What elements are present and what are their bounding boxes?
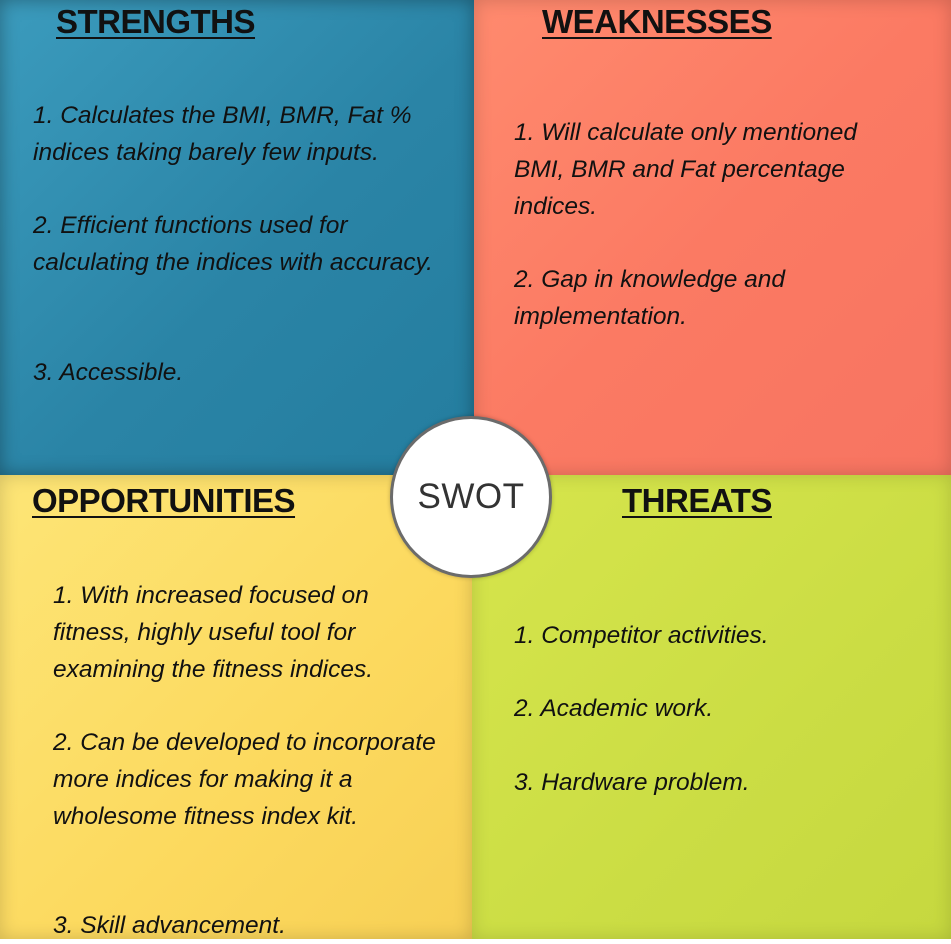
weaknesses-item-1: 1. Will calculate only mentioned BMI, BM… bbox=[514, 119, 857, 220]
threats-item-2: 2. Academic work. bbox=[514, 695, 714, 722]
opportunities-item-2: 2. Can be developed to incorporate more … bbox=[53, 729, 436, 830]
weaknesses-quadrant bbox=[474, 0, 951, 475]
opportunities-quadrant bbox=[0, 475, 472, 939]
opportunities-heading: OPPORTUNITIES bbox=[32, 482, 296, 519]
swot-center-label: SWOT bbox=[417, 477, 525, 516]
strengths-item-1: 1. Calculates the BMI, BMR, Fat % indice… bbox=[33, 102, 412, 166]
strengths-item-3: 3. Accessible. bbox=[33, 359, 184, 386]
weaknesses-heading: WEAKNESSES bbox=[542, 3, 772, 40]
swot-center-circle: SWOT bbox=[390, 416, 552, 578]
strengths-item-2: 2. Efficient functions used for calculat… bbox=[33, 212, 433, 276]
threats-heading: THREATS bbox=[622, 482, 772, 519]
weaknesses-item-2: 2. Gap in knowledge and implementation. bbox=[514, 266, 786, 330]
opportunities-item-1: 1. With increased focused on fitness, hi… bbox=[53, 582, 374, 683]
strengths-quadrant bbox=[0, 0, 474, 475]
threats-quadrant bbox=[472, 475, 951, 939]
threats-item-1: 1. Competitor activities. bbox=[514, 622, 769, 649]
strengths-heading: STRENGTHS bbox=[56, 3, 256, 40]
opportunities-item-3: 3. Skill advancement. bbox=[53, 912, 286, 939]
threats-item-3: 3. Hardware problem. bbox=[514, 769, 750, 796]
